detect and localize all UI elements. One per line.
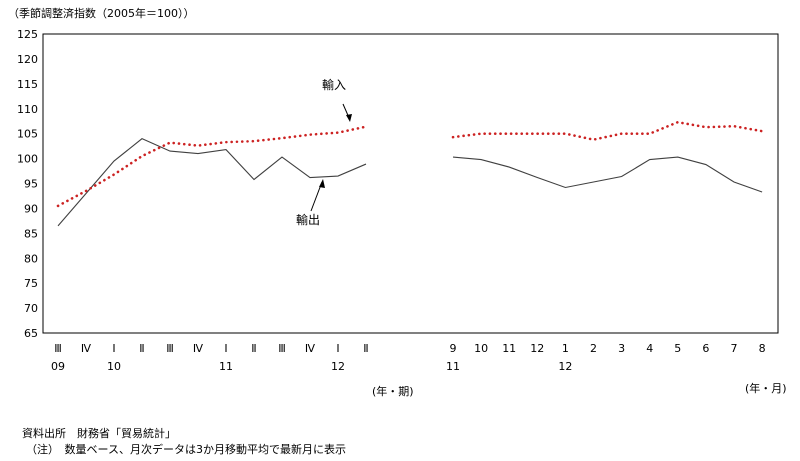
x-tick-label: 3 [618,342,625,355]
x-tick-label: Ⅱ [251,342,256,355]
x-tick-label: Ⅲ [54,342,62,355]
y-tick-label: 75 [24,277,38,290]
exports-line-1 [452,156,763,193]
x-year-label: 11 [446,360,460,373]
exports-line-0 [57,138,367,227]
y-tick-label: 90 [24,202,38,215]
x-year-label: 09 [51,360,65,373]
y-tick-label: 80 [24,252,38,265]
x-tick-label: 2 [590,342,597,355]
x-tick-label: Ⅱ [363,342,368,355]
x-tick-label: Ⅳ [81,342,92,355]
y-tick-label: 70 [24,302,38,315]
x-tick-label: 10 [474,342,488,355]
y-tick-label: 115 [17,78,38,91]
y-tick-label: 105 [17,128,38,141]
x-tick-label: 6 [702,342,709,355]
x-tick-label: Ⅲ [278,342,286,355]
y-tick-label: 125 [17,28,38,41]
unit-label: （季節調整済指数（2005年＝100）） [8,6,195,20]
x-tick-label: 11 [502,342,516,355]
source-note: 資料出所 財務省「貿易統計」 [22,427,176,440]
imports-line-0 [56,125,368,208]
x-tick-label: 8 [759,342,766,355]
x-tick-label: Ⅳ [305,342,316,355]
y-tick-label: 95 [24,178,38,191]
y-tick-label: 85 [24,227,38,240]
exports-arrowhead [319,179,325,188]
plot-frame [42,33,779,334]
imports-label: 輸入 [322,77,346,92]
x-tick-label: 7 [731,342,738,355]
y-tick-label: 120 [17,53,38,66]
y-tick-label: 110 [17,103,38,116]
x-tick-label: Ⅲ [166,342,174,355]
y-tick-label: 65 [24,327,38,340]
x-year-label: 12 [558,360,572,373]
x-year-label: 10 [107,360,121,373]
x-tick-label: Ⅰ [224,342,227,355]
x-tick-label: 1 [562,342,569,355]
x-tick-label: Ⅳ [193,342,204,355]
x-tick-label: 5 [674,342,681,355]
imports-arrowhead [346,114,352,122]
y-tick-label: 100 [17,153,38,166]
x-tick-label: Ⅱ [139,342,144,355]
x-tick-label: 12 [530,342,544,355]
x-tick-label: Ⅰ [112,342,115,355]
x-tick-label: Ⅰ [336,342,339,355]
footnote: （注） 数量ベース、月次データは3か月移動平均で最新月に表示 [26,443,346,456]
x-tick-label: 4 [646,342,653,355]
x-year-label: 11 [219,360,233,373]
x-tick-label: 9 [450,342,457,355]
x-unit-month: (年・月) [745,381,787,395]
exports-label: 輸出 [296,212,320,227]
x-unit-quarter: (年・期) [372,384,414,398]
imports-line-1 [451,120,764,141]
x-year-label: 12 [331,360,345,373]
